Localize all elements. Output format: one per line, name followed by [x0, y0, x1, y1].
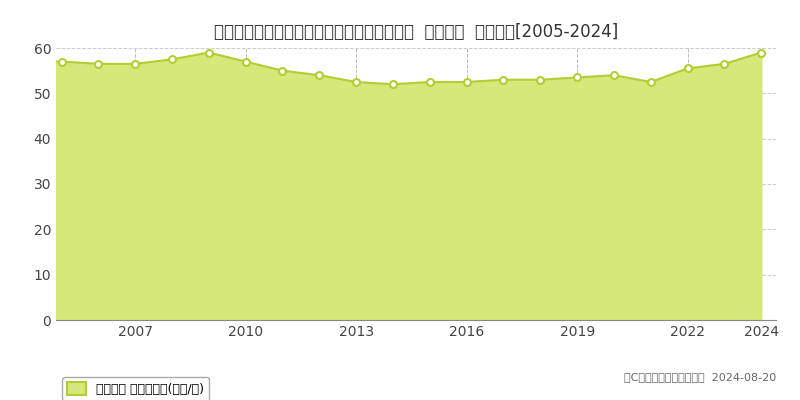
Text: （C）土地価格ドットコム  2024-08-20: （C）土地価格ドットコム 2024-08-20 [624, 372, 776, 382]
Legend: 地価公示 平均坪単価(万円/坪): 地価公示 平均坪単価(万円/坪) [62, 377, 209, 400]
Title: 埼玉県川越市大字藤間字南開発８９０番６外  地価公示  地価推移[2005-2024]: 埼玉県川越市大字藤間字南開発８９０番６外 地価公示 地価推移[2005-2024… [214, 23, 618, 41]
